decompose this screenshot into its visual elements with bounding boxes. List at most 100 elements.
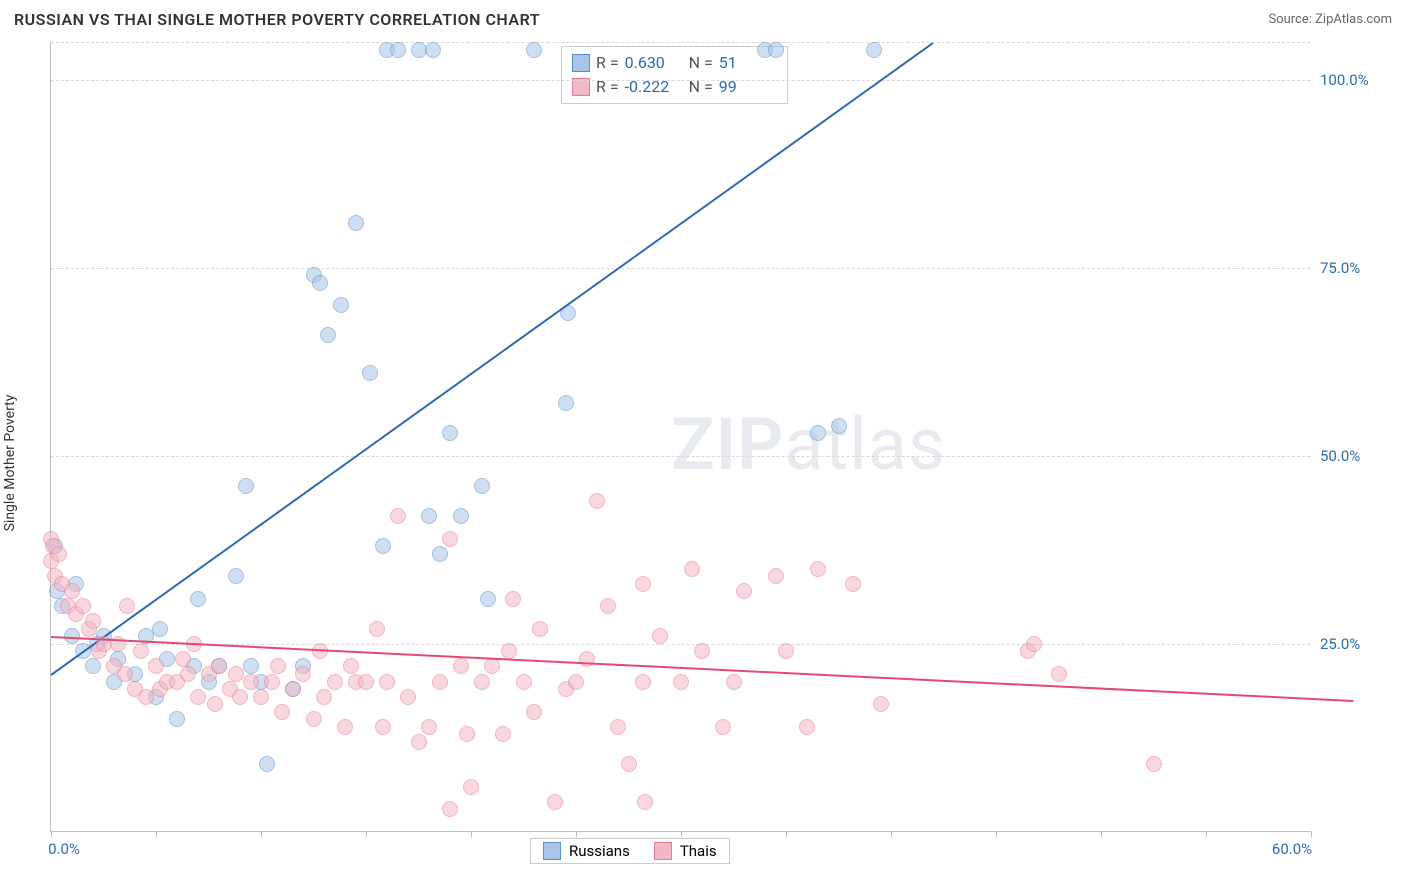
legend-r-value: -0.222 [625,75,683,99]
data-point [327,674,343,690]
data-point [320,327,336,343]
data-point [316,689,332,705]
data-point [505,591,521,607]
x-tick [576,831,577,837]
series-legend: RussiansThais [530,838,730,864]
x-tick [366,831,367,837]
legend-item: Thais [654,842,717,860]
data-point [484,658,500,674]
correlation-legend: R =0.630N =51R = -0.222N =99 [561,46,788,104]
chart-container: Single Mother Poverty ZIPatlas R =0.630N… [0,34,1406,892]
data-point [459,726,475,742]
x-tick [1101,831,1102,837]
data-point [799,719,815,735]
x-tick-label: 60.0% [1272,840,1312,858]
data-point [348,215,364,231]
data-point [232,689,248,705]
data-point [637,794,653,810]
data-point [306,711,322,727]
legend-swatch [654,842,672,860]
x-tick [156,831,157,837]
data-point [169,711,185,727]
data-point [375,719,391,735]
plot-area: ZIPatlas R =0.630N =51R = -0.222N =99 [50,42,1310,832]
data-point [337,719,353,735]
data-point [379,674,395,690]
legend-swatch [572,78,590,96]
data-point [621,756,637,772]
legend-swatch [572,54,590,72]
data-point [211,658,227,674]
data-point [253,689,269,705]
data-point [295,666,311,682]
data-point [1051,666,1067,682]
legend-row: R =0.630N =51 [572,51,777,75]
data-point [180,666,196,682]
data-point [285,681,301,697]
data-point [432,546,448,562]
data-point [532,621,548,637]
legend-n-label: N = [689,75,713,99]
data-point [526,42,542,58]
data-point [442,531,458,547]
x-tick [996,831,997,837]
y-axis-label: Single Mother Poverty [2,395,18,532]
data-point [589,493,605,509]
legend-n-value: 99 [719,75,777,99]
data-point [148,658,164,674]
data-point [119,598,135,614]
watermark: ZIPatlas [671,402,946,487]
data-point [243,674,259,690]
data-point [390,42,406,58]
data-point [190,591,206,607]
data-point [152,621,168,637]
y-tick-label: 75.0% [1320,259,1360,277]
data-point [715,719,731,735]
data-point [635,674,651,690]
data-point [85,613,101,629]
data-point [453,658,469,674]
data-point [85,658,101,674]
data-point [133,643,149,659]
x-tick [51,831,52,837]
data-point [810,425,826,441]
data-point [516,674,532,690]
data-point [421,508,437,524]
data-point [362,365,378,381]
data-point [610,719,626,735]
x-tick [1311,831,1312,837]
data-point [442,425,458,441]
x-tick [261,831,262,837]
data-point [463,779,479,795]
data-point [425,42,441,58]
data-point [51,546,67,562]
data-point [1026,636,1042,652]
data-point [312,275,328,291]
gridline [51,456,1310,457]
x-tick [1206,831,1207,837]
data-point [501,643,517,659]
data-point [228,568,244,584]
data-point [400,689,416,705]
gridline [51,42,1310,43]
data-point [736,583,752,599]
data-point [866,42,882,58]
data-point [726,674,742,690]
data-point [635,576,651,592]
x-tick [891,831,892,837]
data-point [453,508,469,524]
data-point [369,621,385,637]
data-point [558,395,574,411]
legend-r-value: 0.630 [625,51,683,75]
data-point [343,658,359,674]
data-point [117,666,133,682]
data-point [673,674,689,690]
data-point [375,538,391,554]
data-point [138,689,154,705]
data-point [873,696,889,712]
data-point [175,651,191,667]
data-point [270,658,286,674]
legend-r-label: R = [596,75,619,99]
data-point [526,704,542,720]
data-point [358,674,374,690]
